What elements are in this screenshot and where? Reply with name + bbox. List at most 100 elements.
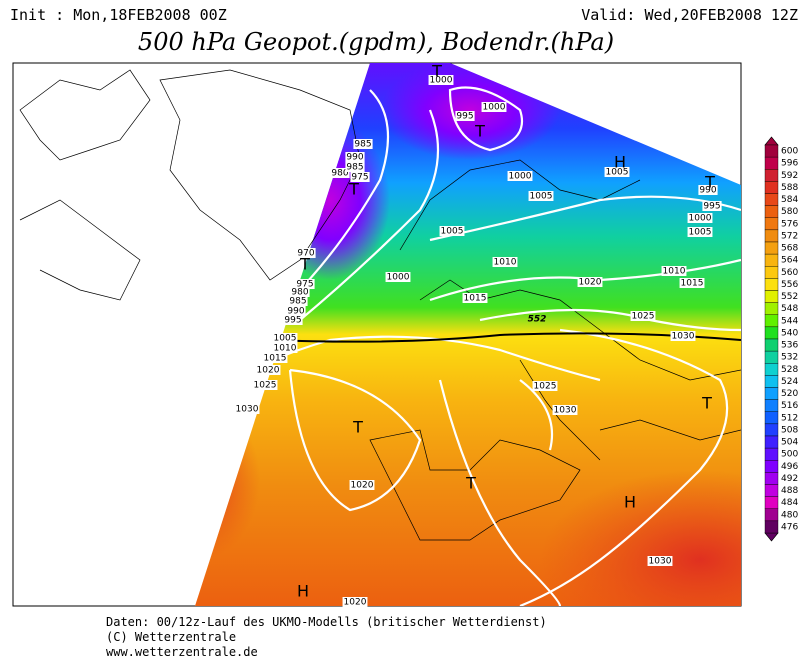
colorbar-cell bbox=[764, 144, 779, 158]
colorbar-label: 592 bbox=[781, 171, 798, 181]
contour-label: 975 bbox=[296, 280, 313, 290]
colorbar-label: 476 bbox=[781, 522, 798, 532]
contour-label-bg bbox=[345, 152, 365, 162]
contour-label-bg bbox=[492, 257, 518, 267]
coastline bbox=[19, 199, 141, 301]
contour-label-bg bbox=[283, 315, 303, 325]
colorbar-cell bbox=[764, 205, 779, 218]
contour-label-bg bbox=[679, 278, 705, 288]
contour-label-bg bbox=[349, 480, 375, 490]
contour-label-bg bbox=[552, 405, 578, 415]
contour-label-bg bbox=[532, 381, 558, 391]
contour-label: 1010 bbox=[663, 267, 686, 277]
colorbar-label: 552 bbox=[781, 292, 798, 302]
contour-label-bg bbox=[252, 380, 278, 390]
isobar bbox=[429, 195, 741, 242]
colorbar-cell bbox=[764, 508, 779, 522]
contour-label: 1015 bbox=[681, 279, 704, 289]
contour-label-bg bbox=[687, 213, 713, 223]
contour-label-bg bbox=[345, 162, 365, 172]
contour-label-bg bbox=[350, 172, 370, 182]
contour-label: 985 bbox=[289, 297, 306, 307]
contour-label: 1015 bbox=[264, 354, 287, 364]
colorbar-cell bbox=[764, 278, 779, 291]
colorbar-label: 564 bbox=[781, 256, 798, 266]
contour-label: 1010 bbox=[274, 344, 297, 354]
colorbar-cell bbox=[764, 496, 779, 509]
contour-label-bg bbox=[481, 102, 507, 112]
552-line bbox=[269, 332, 741, 343]
coastline bbox=[419, 279, 741, 381]
pressure-center: H bbox=[624, 493, 636, 512]
colorbar-label: 488 bbox=[781, 486, 798, 496]
contour-label: 980 bbox=[291, 288, 308, 298]
contour-label-bg bbox=[353, 139, 373, 149]
contour-label-bg bbox=[630, 311, 656, 321]
contour-label: 1000 bbox=[483, 103, 506, 113]
contour-label: 1010 bbox=[494, 258, 517, 268]
contour-label: 985 bbox=[346, 163, 363, 173]
colorbar-label: 548 bbox=[781, 304, 798, 314]
colorbar-cell bbox=[764, 472, 779, 485]
contour-label: 1015 bbox=[464, 294, 487, 304]
contour-label: 990 bbox=[699, 186, 716, 196]
contour-label-bg bbox=[295, 279, 315, 289]
footer-line: (C) Wetterzentrale bbox=[106, 630, 236, 644]
colorbar-label: 544 bbox=[781, 316, 798, 326]
colorbar-cap bbox=[764, 136, 779, 146]
colorbar-label: 600 bbox=[781, 147, 798, 157]
contour-label-bg bbox=[647, 556, 673, 566]
colorbar-cell bbox=[764, 375, 779, 388]
contour-label-bg bbox=[577, 277, 603, 287]
coastline bbox=[19, 69, 151, 161]
isobar bbox=[288, 368, 422, 512]
pressure-center: T bbox=[704, 173, 715, 192]
colorbar-cell bbox=[764, 387, 779, 400]
colorbar-label: 496 bbox=[781, 462, 798, 472]
contour-label-bg bbox=[342, 597, 368, 607]
colorbar-cell bbox=[764, 156, 779, 170]
pressure-center: H bbox=[297, 582, 309, 601]
contour-label-bg bbox=[234, 404, 260, 414]
contour-label-bg bbox=[288, 296, 308, 306]
isobar bbox=[289, 89, 390, 301]
contour-label: 1000 bbox=[689, 214, 712, 224]
contour-label-bg bbox=[661, 266, 687, 276]
contour-label-bg bbox=[439, 226, 465, 236]
footer-line: Daten: 00/12z-Lauf des UKMO-Modells (bri… bbox=[106, 615, 547, 629]
footer-line: www.wetterzentrale.de bbox=[106, 645, 258, 659]
contour-label: 1020 bbox=[579, 278, 602, 288]
colorbar-cell bbox=[764, 217, 779, 231]
contour-label: 980 bbox=[331, 169, 348, 179]
contour-label: 1025 bbox=[254, 381, 277, 391]
contour-label: 1005 bbox=[689, 228, 712, 238]
contour-label: 970 bbox=[297, 249, 314, 259]
colorbar-label: 560 bbox=[781, 268, 798, 278]
colorbar-label: 572 bbox=[781, 231, 798, 241]
colorbar-label: 484 bbox=[781, 498, 798, 508]
contour-label: 975 bbox=[351, 173, 368, 183]
contour-label: 990 bbox=[346, 153, 363, 163]
contour-label-bg bbox=[290, 287, 310, 297]
contour-label: 1005 bbox=[606, 168, 629, 178]
colorbar-label: 576 bbox=[781, 219, 798, 229]
colorbar-cell bbox=[764, 350, 779, 364]
contour-label: 1000 bbox=[387, 273, 410, 283]
colorbar-label: 528 bbox=[781, 365, 798, 375]
contour-label: 1020 bbox=[351, 481, 374, 491]
contour-label: 1005 bbox=[530, 192, 553, 202]
isobar bbox=[448, 86, 524, 152]
pressure-center: T bbox=[299, 255, 310, 274]
contour-label: 990 bbox=[287, 307, 304, 317]
colorbar-cell bbox=[764, 266, 779, 279]
contour-label-bg bbox=[670, 331, 696, 341]
contour-label: 1025 bbox=[534, 382, 557, 392]
colorbar-cell bbox=[764, 290, 779, 303]
pressure-center: T bbox=[465, 474, 476, 493]
contour-label-bg bbox=[455, 111, 475, 121]
colorbar-label: 508 bbox=[781, 425, 798, 435]
contour-label: 1030 bbox=[649, 557, 672, 567]
contour-label-bg bbox=[462, 293, 488, 303]
colorbar-cell bbox=[764, 460, 779, 473]
